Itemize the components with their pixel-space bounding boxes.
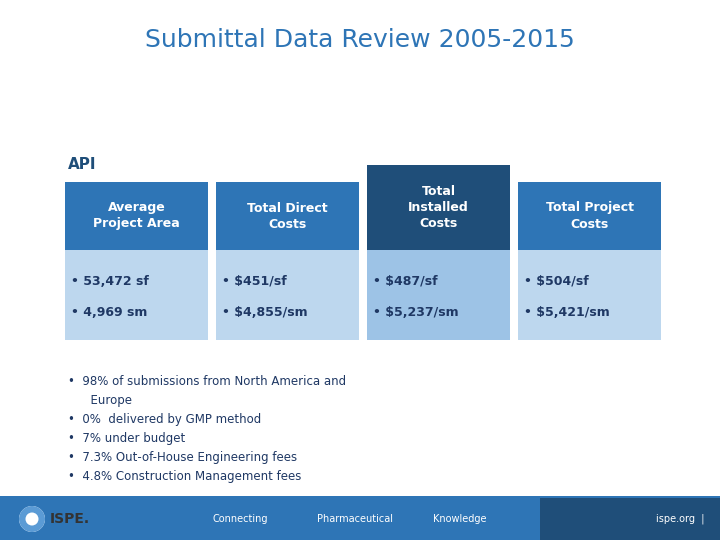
Text: Pharmaceutical: Pharmaceutical (317, 514, 393, 524)
Bar (0, 496, 720, 498)
Text: API: API (68, 157, 96, 172)
Circle shape (19, 506, 45, 532)
Bar (518, 182, 661, 250)
Bar (216, 250, 359, 340)
Text: • 4,969 sm: • 4,969 sm (71, 307, 148, 320)
Bar (65, 182, 208, 250)
Text: Total
Installed
Costs: Total Installed Costs (408, 185, 469, 230)
Text: Submittal Data Review 2005-2015: Submittal Data Review 2005-2015 (145, 28, 575, 52)
Text: • $4,855/sm: • $4,855/sm (222, 307, 307, 320)
Text: • 53,472 sf: • 53,472 sf (71, 275, 149, 288)
Text: • $5,237/sm: • $5,237/sm (373, 307, 459, 320)
Circle shape (25, 512, 38, 525)
Text: •  98% of submissions from North America and: • 98% of submissions from North America … (68, 375, 346, 388)
Text: Knowledge: Knowledge (433, 514, 487, 524)
Text: Total Project
Costs: Total Project Costs (546, 201, 634, 231)
Bar (65, 250, 208, 340)
Text: • $5,421/sm: • $5,421/sm (524, 307, 610, 320)
Bar (367, 165, 510, 250)
Bar (367, 250, 510, 340)
Text: • $487/sf: • $487/sf (373, 275, 438, 288)
Text: •  4.8% Construction Management fees: • 4.8% Construction Management fees (68, 470, 302, 483)
Text: • $451/sf: • $451/sf (222, 275, 287, 288)
Text: Total Direct
Costs: Total Direct Costs (247, 201, 328, 231)
Text: Average
Project Area: Average Project Area (93, 201, 180, 231)
Text: Connecting: Connecting (212, 514, 268, 524)
Circle shape (19, 506, 45, 532)
Text: ispe.org  |: ispe.org | (656, 514, 704, 524)
Bar (540, 498, 720, 540)
Bar (216, 182, 359, 250)
Text: ISPE.: ISPE. (50, 512, 90, 526)
Bar (518, 250, 661, 340)
Text: •  0%  delivered by GMP method: • 0% delivered by GMP method (68, 413, 261, 426)
Text: •  7% under budget: • 7% under budget (68, 432, 185, 445)
Bar (0, 498, 540, 540)
Text: • $504/sf: • $504/sf (524, 275, 589, 288)
Text: Europe: Europe (68, 394, 132, 407)
Text: •  7.3% Out-of-House Engineering fees: • 7.3% Out-of-House Engineering fees (68, 451, 297, 464)
